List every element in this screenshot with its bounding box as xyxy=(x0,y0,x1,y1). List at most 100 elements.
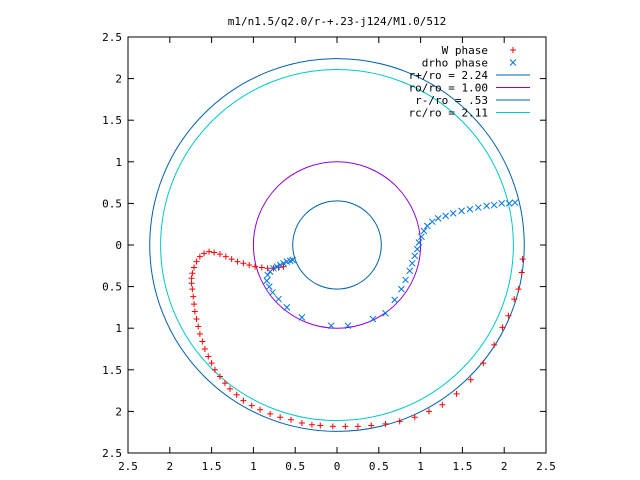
data-point xyxy=(467,376,474,383)
data-point xyxy=(201,250,208,257)
data-point xyxy=(277,414,284,421)
circle-series-2 xyxy=(149,58,525,432)
point-series-1 xyxy=(263,199,519,330)
data-point xyxy=(205,353,212,360)
data-point xyxy=(206,248,213,255)
data-point xyxy=(420,227,428,235)
circle-series-5 xyxy=(160,68,514,422)
data-point xyxy=(317,422,324,429)
y-tick-label: 1.5 xyxy=(102,114,122,127)
data-point xyxy=(233,391,240,398)
data-point xyxy=(423,222,431,230)
data-point xyxy=(391,296,399,304)
legend-plus-sample xyxy=(510,47,516,53)
data-point xyxy=(428,218,436,226)
data-point xyxy=(511,199,519,206)
y-tick-label: 0 xyxy=(115,239,122,252)
data-point xyxy=(327,322,335,330)
x-tick-label: 2.5 xyxy=(536,460,556,473)
data-point xyxy=(519,256,526,263)
x-tick-label: 2.5 xyxy=(118,460,138,473)
data-point xyxy=(191,264,198,271)
data-point xyxy=(490,201,498,209)
data-point xyxy=(228,256,235,263)
legend-cross-sample xyxy=(509,59,517,66)
y-tick-label: 1 xyxy=(115,156,122,169)
data-point xyxy=(193,258,200,265)
data-point xyxy=(189,270,196,277)
y-tick-label: 2.5 xyxy=(102,31,122,44)
data-point xyxy=(264,265,271,272)
x-tick-label: 0.5 xyxy=(285,460,305,473)
data-point xyxy=(498,200,506,207)
data-point xyxy=(191,308,198,315)
x-tick-label: 1 xyxy=(250,460,257,473)
data-point xyxy=(413,245,421,253)
data-point xyxy=(408,259,416,267)
data-point xyxy=(382,309,389,317)
data-point xyxy=(382,420,389,427)
data-point xyxy=(201,346,208,352)
data-point xyxy=(216,373,223,380)
data-point xyxy=(434,215,442,222)
legend-label: ro/ro = 1.00 xyxy=(409,82,488,95)
y-tick-label: 1 xyxy=(115,322,122,335)
legend-label: rc/ro = 2.11 xyxy=(409,107,488,120)
data-point xyxy=(264,271,271,279)
data-point xyxy=(211,249,218,256)
x-tick-label: 1.5 xyxy=(452,460,472,473)
data-point xyxy=(453,390,460,397)
data-point xyxy=(515,286,522,293)
data-point xyxy=(442,212,450,220)
data-point xyxy=(342,423,349,430)
y-tick-label: 2 xyxy=(115,405,122,418)
y-tick-label: 0.5 xyxy=(102,197,122,210)
x-tick-label: 0 xyxy=(334,460,341,473)
data-point xyxy=(226,385,233,392)
data-point xyxy=(267,410,274,417)
data-point xyxy=(499,324,506,331)
data-point xyxy=(298,314,306,321)
data-point xyxy=(258,264,265,271)
data-point xyxy=(480,360,487,367)
data-point xyxy=(396,418,403,425)
circle-series-4 xyxy=(292,200,382,290)
plot-curves xyxy=(149,58,526,432)
data-point xyxy=(483,202,490,210)
data-point xyxy=(208,360,215,367)
data-point xyxy=(518,269,525,276)
data-point xyxy=(248,402,255,409)
data-point xyxy=(402,276,409,284)
data-point xyxy=(263,277,271,285)
data-point xyxy=(199,338,206,345)
data-point xyxy=(415,239,423,246)
data-point xyxy=(511,296,518,303)
data-point xyxy=(189,286,196,293)
data-point xyxy=(491,341,498,348)
data-point xyxy=(283,304,291,311)
data-point xyxy=(298,420,305,427)
data-point xyxy=(466,205,474,213)
axis-ticks: 2.5 2 1.5 1 0.5 0 0.5 1 1.5 2 2.52.521.510.500.511… xyxy=(102,31,556,473)
data-point xyxy=(221,380,228,387)
data-point xyxy=(257,406,264,413)
data-point xyxy=(273,263,281,270)
data-point xyxy=(211,366,218,373)
data-point xyxy=(222,253,229,260)
legend-label: r-/ro = .53 xyxy=(415,94,488,107)
y-tick-label: 2 xyxy=(115,73,122,86)
data-point xyxy=(246,261,253,268)
data-point xyxy=(191,301,198,308)
data-point xyxy=(368,422,375,429)
circle-series-3 xyxy=(252,161,422,329)
data-point xyxy=(505,200,513,207)
data-point xyxy=(276,261,284,269)
data-point xyxy=(288,416,295,423)
x-tick-label: 2 xyxy=(166,460,173,473)
x-tick-label: 0.5 xyxy=(369,460,389,473)
y-tick-label: 2.5 xyxy=(102,447,122,460)
y-tick-label: 0.5 xyxy=(102,281,122,294)
data-point xyxy=(439,401,446,408)
